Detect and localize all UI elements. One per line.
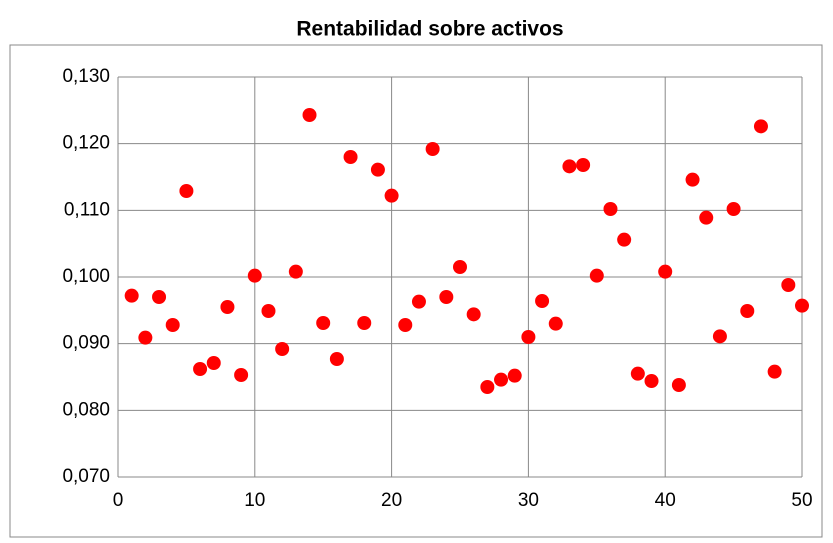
- x-tick-label: 20: [381, 490, 402, 511]
- point: [494, 372, 509, 387]
- point: [521, 330, 536, 344]
- point: [288, 264, 303, 279]
- x-tick-label: 30: [518, 490, 539, 511]
- y-tick-label: 0,090: [62, 333, 110, 354]
- point: [644, 374, 659, 388]
- x-tick-label: 0: [113, 490, 124, 511]
- point: [767, 364, 782, 379]
- point: [384, 188, 399, 203]
- point: [617, 232, 632, 247]
- point: [712, 329, 727, 344]
- point: [576, 158, 591, 172]
- point: [302, 108, 317, 122]
- point: [699, 210, 714, 225]
- point: [535, 294, 550, 308]
- chart-frame: [9, 44, 823, 538]
- point: [411, 294, 426, 309]
- point: [740, 304, 755, 318]
- point: [603, 202, 618, 216]
- point: [480, 380, 495, 394]
- point: [343, 150, 358, 164]
- y-tick-label: 0,130: [62, 66, 110, 87]
- point: [370, 162, 385, 177]
- chart-title: Rentabilidad sobre activos: [296, 18, 563, 41]
- point: [316, 316, 331, 330]
- point: [152, 290, 167, 304]
- point: [685, 172, 700, 187]
- point: [357, 316, 372, 330]
- point: [453, 260, 467, 274]
- point: [658, 264, 673, 279]
- y-tick-label: 0,100: [62, 266, 110, 287]
- point: [753, 119, 768, 134]
- point: [425, 142, 440, 156]
- y-tick-label: 0,120: [62, 133, 110, 154]
- y-tick-label: 0,080: [62, 399, 110, 420]
- point: [165, 318, 180, 332]
- point: [671, 378, 686, 392]
- point: [193, 362, 208, 376]
- point: [466, 307, 481, 322]
- point: [726, 202, 741, 216]
- point: [220, 300, 235, 314]
- point: [179, 184, 194, 198]
- x-tick-label: 10: [244, 490, 265, 511]
- y-tick-label: 0,070: [62, 466, 110, 487]
- point: [507, 368, 522, 383]
- point: [261, 304, 276, 318]
- point: [398, 318, 413, 332]
- point: [247, 268, 262, 283]
- point: [439, 290, 454, 304]
- point: [562, 159, 577, 174]
- point: [781, 278, 796, 292]
- point: [206, 356, 221, 370]
- point: [548, 316, 563, 331]
- x-tick-label: 50: [791, 490, 812, 511]
- x-tick-label: 40: [655, 490, 676, 511]
- point: [124, 288, 139, 303]
- point: [795, 298, 809, 313]
- point: [329, 352, 344, 366]
- point: [138, 330, 153, 345]
- point: [630, 366, 645, 381]
- y-tick-label: 0,110: [64, 199, 110, 220]
- point: [234, 368, 249, 382]
- point: [589, 268, 604, 283]
- point: [275, 342, 290, 356]
